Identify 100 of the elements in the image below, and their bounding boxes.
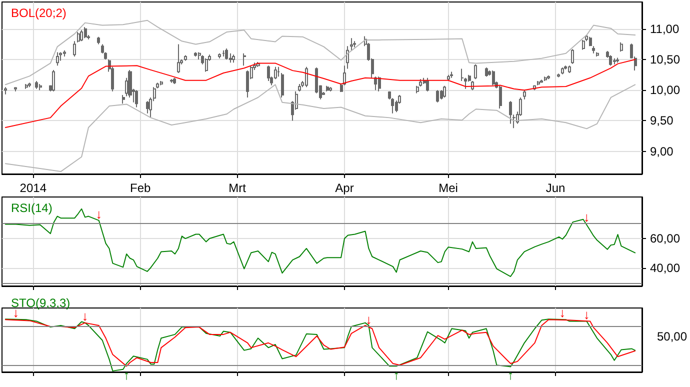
candlestick xyxy=(135,90,138,108)
x-tick-label: 2014 xyxy=(20,181,47,195)
annotation: ↓ xyxy=(82,308,88,324)
candlestick xyxy=(346,46,349,70)
x-tick-label: Feb xyxy=(130,181,152,195)
candlestick xyxy=(146,100,149,114)
candlestick xyxy=(194,52,197,57)
line-series xyxy=(4,20,636,86)
candlestick xyxy=(56,52,59,66)
candlestick xyxy=(447,74,450,82)
chart-title: STO(9,3,3) xyxy=(11,296,70,310)
candlestick xyxy=(571,48,574,64)
candlestick xyxy=(564,65,567,70)
candlestick xyxy=(326,85,329,92)
candlestick xyxy=(198,52,201,60)
candlestick xyxy=(450,71,453,78)
candlestick xyxy=(77,31,80,43)
candlestick xyxy=(485,66,488,78)
candlestick xyxy=(540,79,543,84)
candlestick xyxy=(620,42,623,52)
candlestick xyxy=(160,80,163,86)
candlestick xyxy=(281,72,284,98)
candlestick xyxy=(122,94,125,104)
annotation: ↓ xyxy=(365,312,372,327)
candlestick xyxy=(39,84,42,91)
annotation: ↓ xyxy=(583,307,590,322)
x-tick-label: Apr xyxy=(335,181,354,195)
line-series xyxy=(4,59,636,128)
x-tick-label: Jun xyxy=(546,181,566,195)
annotation: ↓ xyxy=(96,206,102,222)
candlestick xyxy=(80,30,83,42)
y-tick-label: 40,00 xyxy=(650,261,680,276)
candlestick xyxy=(492,70,495,86)
candlestick xyxy=(440,90,443,100)
candlestick xyxy=(14,86,17,92)
candlestick xyxy=(350,38,353,51)
candlestick xyxy=(561,66,564,75)
chart-title: BOL(20;2) xyxy=(11,6,66,20)
candlestick xyxy=(222,50,225,57)
candlestick xyxy=(616,57,619,64)
candlestick xyxy=(97,36,100,45)
x-tick-label: Mei xyxy=(438,181,458,195)
candlestick xyxy=(426,77,429,92)
candlestick xyxy=(537,80,540,86)
y-tick-label: 10,00 xyxy=(650,83,680,98)
candlestick xyxy=(205,58,208,72)
y-tick-label: 60,00 xyxy=(650,232,680,246)
candlestick xyxy=(52,69,55,92)
candlestick xyxy=(4,86,7,95)
candlestick xyxy=(63,50,66,57)
candlestick xyxy=(84,26,87,39)
candlestick xyxy=(156,82,159,89)
candlestick xyxy=(298,84,301,92)
candlestick xyxy=(474,64,477,80)
candlestick xyxy=(544,76,547,82)
annotation: ↓ xyxy=(559,305,566,320)
candlestick xyxy=(243,52,246,66)
candlestick xyxy=(596,52,599,57)
candlestick xyxy=(329,86,332,92)
candlestick xyxy=(232,54,235,64)
candlestick xyxy=(443,85,446,98)
candlestick xyxy=(378,76,381,92)
y-tick-label: 10,50 xyxy=(650,52,680,67)
x-tick-label: Mrt xyxy=(228,181,247,195)
candlestick xyxy=(557,73,560,78)
candlestick xyxy=(613,58,616,65)
y-tick-label: 9,50 xyxy=(650,114,674,128)
candlestick xyxy=(499,85,502,110)
candlestick xyxy=(305,66,308,88)
candlestick xyxy=(509,100,512,124)
candlestick xyxy=(35,80,38,90)
candlestick xyxy=(59,52,62,62)
chart-title: RSI(14) xyxy=(11,201,52,215)
candlestick xyxy=(246,70,249,98)
candlestick xyxy=(277,66,280,78)
candlestick xyxy=(177,44,180,74)
y-tick-label: 9,00 xyxy=(650,144,674,158)
candlestick xyxy=(416,85,419,94)
candlestick xyxy=(218,52,221,59)
candlestick xyxy=(589,36,592,47)
candlestick xyxy=(173,77,176,85)
candlestick xyxy=(592,46,595,54)
candlestick xyxy=(353,40,356,48)
candlestick xyxy=(568,65,571,74)
candlestick xyxy=(28,82,31,88)
candlestick xyxy=(523,90,526,100)
candlestick xyxy=(582,39,585,50)
candlestick xyxy=(73,40,76,57)
text: 50,00 xyxy=(656,330,688,344)
y-tick-label: 11,00 xyxy=(650,22,680,36)
candlestick xyxy=(267,65,270,82)
line-series xyxy=(4,84,636,172)
candlestick xyxy=(419,78,422,87)
candlestick xyxy=(184,54,187,62)
candlestick xyxy=(374,76,377,91)
annotation: ↓ xyxy=(583,210,590,225)
candlestick xyxy=(229,52,232,64)
candlestick xyxy=(25,84,28,90)
candlestick xyxy=(547,74,550,80)
candlestick xyxy=(170,78,173,84)
